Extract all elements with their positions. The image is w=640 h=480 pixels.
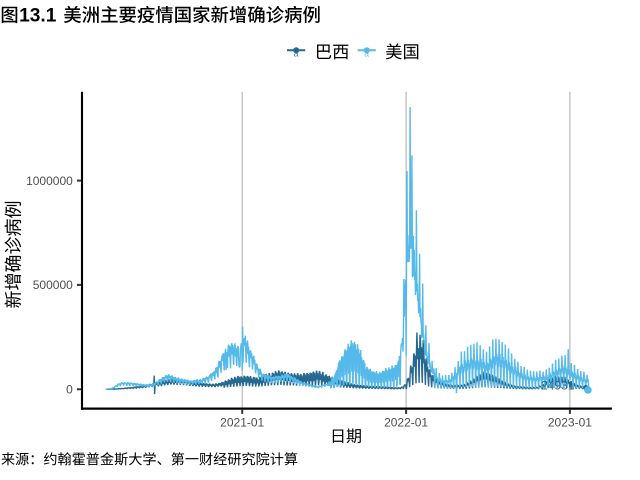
svg-text:2021-01: 2021-01 [220, 415, 264, 429]
svg-text:2022-01: 2022-01 [384, 415, 428, 429]
svg-text:0: 0 [66, 383, 73, 397]
svg-text:1000000: 1000000 [26, 174, 73, 188]
svg-text:2023-01: 2023-01 [548, 415, 592, 429]
svg-text:a: a [364, 48, 369, 58]
svg-text:500000: 500000 [33, 278, 73, 292]
svg-text:13.1: 13.1 [19, 5, 57, 26]
svg-text:24931: 24931 [541, 379, 575, 393]
svg-text:a: a [294, 48, 299, 58]
